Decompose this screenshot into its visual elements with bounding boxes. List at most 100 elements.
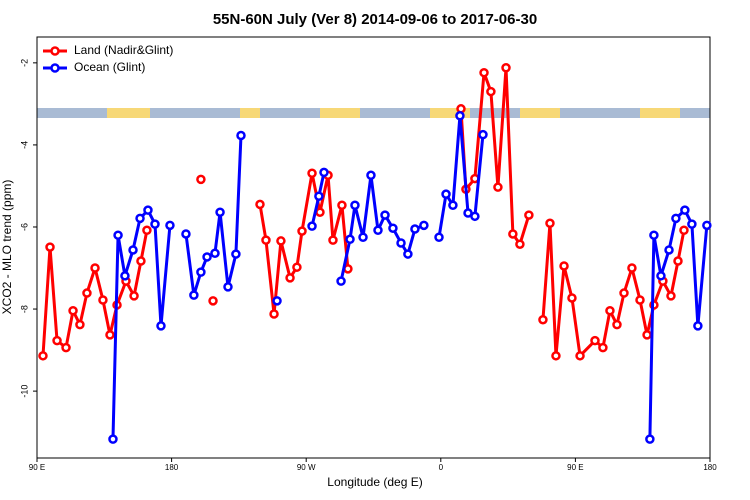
data-point	[545, 218, 555, 229]
data-point	[75, 319, 85, 330]
legend-label: Land (Nadir&Glint)	[74, 43, 173, 57]
data-point	[336, 276, 346, 286]
data-point	[478, 129, 488, 140]
data-point	[350, 200, 360, 210]
data-point	[215, 207, 225, 217]
data-point	[196, 174, 206, 185]
data-point	[649, 230, 659, 240]
data-point	[82, 288, 92, 298]
data-point	[664, 245, 674, 255]
data-point	[673, 256, 683, 266]
data-point	[598, 342, 608, 353]
x-tick-label: 0	[439, 463, 444, 472]
data-point	[627, 263, 637, 273]
data-point	[128, 245, 138, 255]
data-point	[524, 210, 534, 220]
data-point	[292, 262, 302, 272]
data-point	[38, 351, 48, 361]
data-point	[501, 63, 511, 73]
data-point	[671, 213, 681, 224]
data-point	[236, 130, 246, 141]
data-point	[223, 282, 233, 292]
data-point	[255, 199, 265, 210]
data-point	[479, 67, 489, 78]
data-point	[567, 293, 577, 303]
data-point	[135, 213, 145, 224]
data-point	[366, 170, 376, 181]
data-point	[269, 309, 279, 319]
y-tick-label: -2	[19, 59, 29, 67]
data-point	[307, 168, 317, 178]
data-point	[666, 291, 676, 301]
data-point	[538, 314, 548, 325]
data-point	[645, 434, 655, 444]
data-point	[619, 288, 629, 298]
data-point	[314, 191, 324, 201]
data-point	[90, 263, 100, 273]
data-point	[388, 223, 398, 233]
data-point	[358, 232, 368, 242]
data-point	[61, 342, 71, 353]
data-point	[202, 252, 212, 262]
x-axis-label: Longitude (deg E)	[327, 475, 422, 489]
data-point	[150, 219, 160, 229]
data-point	[373, 225, 383, 236]
chart-title: 55N-60N July (Ver 8) 2014-09-06 to 2017-…	[213, 11, 537, 28]
data-point	[285, 273, 295, 283]
data-point	[345, 234, 355, 245]
data-point	[231, 249, 241, 259]
data-point	[508, 229, 518, 239]
data-point	[68, 305, 78, 316]
legend-marker	[50, 63, 60, 73]
data-point	[486, 86, 496, 97]
data-point	[635, 295, 645, 305]
data-point	[642, 330, 652, 340]
data-point	[656, 271, 666, 281]
data-point	[143, 205, 153, 215]
data-point	[419, 220, 429, 231]
x-tick-label: 90 E	[567, 463, 583, 472]
data-point	[434, 232, 444, 242]
data-point	[328, 235, 338, 245]
data-point	[680, 205, 690, 215]
data-point	[470, 211, 480, 222]
data-point	[208, 296, 218, 306]
data-point	[108, 434, 118, 444]
data-point	[448, 200, 458, 210]
data-point	[575, 351, 585, 361]
data-point	[297, 226, 307, 236]
data-point	[403, 249, 413, 259]
data-point	[396, 238, 406, 248]
data-point	[455, 111, 465, 121]
data-point	[276, 236, 286, 246]
x-tick-label: 90 E	[29, 463, 45, 472]
data-point	[515, 239, 525, 249]
legend-box	[38, 39, 183, 77]
data-point	[410, 224, 420, 234]
data-point	[113, 230, 123, 240]
data-point	[181, 229, 191, 239]
data-point	[272, 296, 282, 306]
data-point	[337, 200, 347, 210]
data-point	[319, 167, 329, 178]
y-axis-label: XCO2 - MLO trend (ppm)	[0, 180, 14, 315]
data-point	[120, 271, 130, 281]
legend-marker	[50, 46, 60, 56]
data-point	[307, 221, 317, 231]
data-point	[605, 305, 615, 316]
y-tick-label: -4	[19, 141, 29, 149]
y-tick-label: -6	[19, 223, 29, 231]
y-tick-label: -10	[19, 385, 29, 398]
legend-label: Ocean (Glint)	[74, 60, 145, 74]
plot-frame	[36, 36, 711, 459]
data-point	[315, 207, 325, 217]
data-point	[156, 321, 166, 331]
data-point	[196, 267, 206, 277]
data-point	[45, 242, 55, 252]
data-point	[380, 210, 390, 220]
data-point	[129, 291, 139, 301]
data-point	[142, 225, 152, 236]
data-point	[612, 319, 622, 330]
data-point	[559, 261, 569, 271]
